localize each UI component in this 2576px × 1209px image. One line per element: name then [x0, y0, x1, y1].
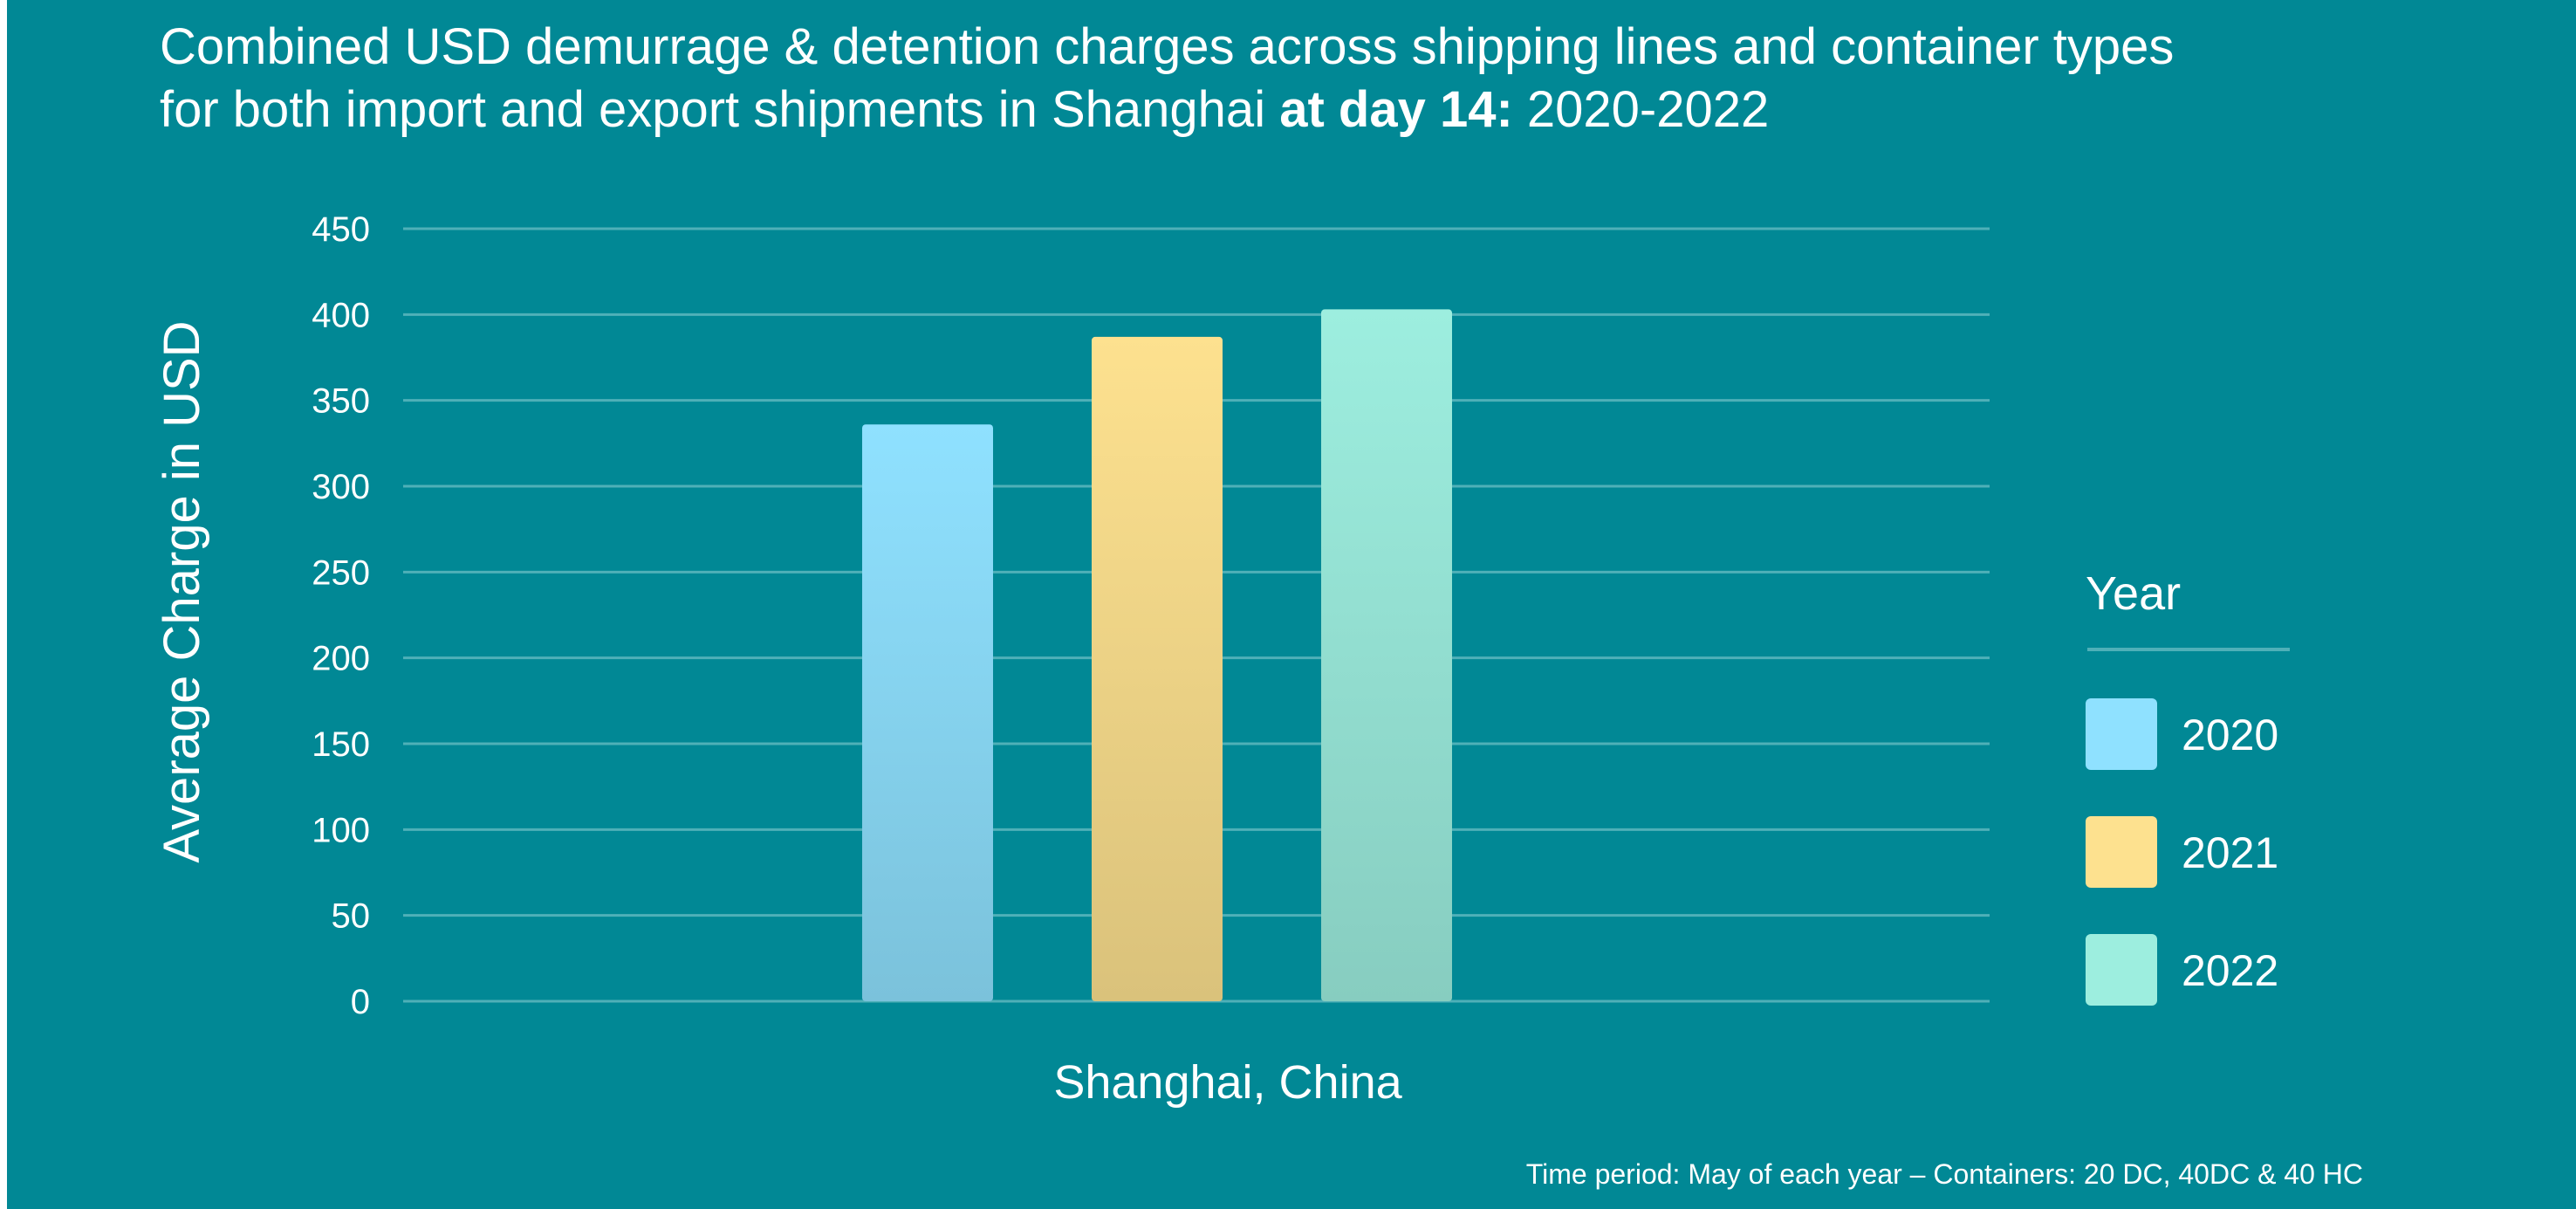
legend: Year 2020 2021 2022	[2086, 567, 2290, 1006]
y-tick-label: 350	[312, 382, 370, 421]
chart-title-line2-bold: at day 14:	[1279, 81, 1513, 138]
y-tick-label: 100	[312, 811, 370, 849]
legend-swatch-2021	[2086, 816, 2157, 888]
y-axis-title: Average Charge in USD	[154, 320, 210, 862]
chart-title-line2: for both import and export shipments in …	[160, 79, 2429, 141]
bar-2020	[862, 424, 993, 1001]
bar-2022	[1321, 309, 1452, 1001]
legend-label-2020: 2020	[2182, 711, 2278, 759]
bars	[862, 309, 1452, 1001]
legend-divider	[2087, 648, 2290, 651]
y-tick-label: 200	[312, 640, 370, 678]
bar-2021	[1092, 336, 1223, 1001]
chart-title-line2-prefix: for both import and export shipments in …	[160, 81, 1280, 138]
legend-title: Year	[2086, 567, 2181, 620]
legend-label-2021: 2021	[2182, 828, 2278, 877]
chart-panel: Combined USD demurrage & detention charg…	[7, 0, 2576, 1209]
chart-title: Combined USD demurrage & detention charg…	[160, 16, 2429, 141]
y-tick-label: 0	[351, 983, 370, 1021]
y-tick-label: 450	[312, 210, 370, 249]
y-tick-label: 150	[312, 725, 370, 764]
y-tick-label: 50	[332, 897, 371, 936]
footnote: Time period: May of each year – Containe…	[1526, 1158, 2363, 1190]
category-label: Shanghai, China	[1053, 1056, 1402, 1109]
chart-title-line2-suffix: 2020-2022	[1512, 81, 1770, 138]
legend-swatch-2022	[2086, 934, 2157, 1006]
y-tick-label: 250	[312, 553, 370, 592]
y-axis-ticks: 0 50 100 150 200 250 300 350 400 450	[312, 210, 370, 1021]
y-tick-label: 400	[312, 296, 370, 334]
y-tick-label: 300	[312, 468, 370, 506]
legend-swatch-2020	[2086, 698, 2157, 770]
chart-title-line1: Combined USD demurrage & detention charg…	[160, 18, 2175, 75]
legend-label-2022: 2022	[2182, 946, 2278, 995]
